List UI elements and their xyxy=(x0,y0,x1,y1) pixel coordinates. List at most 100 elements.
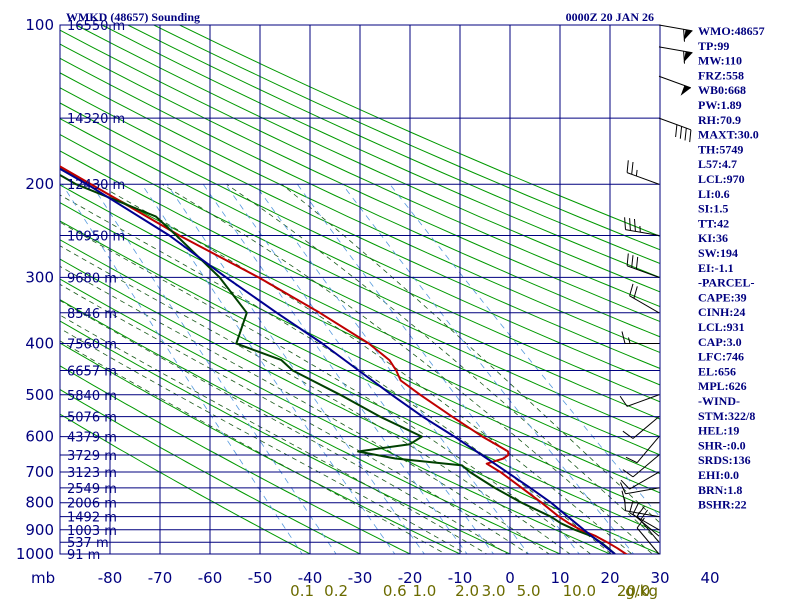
index-entry: SI:1.5 xyxy=(698,202,728,216)
wind-barb-staff xyxy=(625,510,660,518)
mixing-ratio-tick-label: 0.6 xyxy=(383,582,407,600)
index-entry: CAPE:39 xyxy=(698,290,747,304)
pressure-tick-label: 1000 xyxy=(16,545,54,563)
wind-barb-staff xyxy=(625,229,660,237)
wind-barb-staff xyxy=(626,394,660,407)
wind-barb-full xyxy=(636,517,645,529)
pressure-tick-label: 400 xyxy=(25,335,54,353)
wind-barb-staff xyxy=(636,527,660,555)
temperature-tick-label: -70 xyxy=(148,569,173,587)
index-entry: MW:110 xyxy=(698,54,742,68)
height-label: 4379 m xyxy=(67,431,117,446)
temperature-tick-label: -50 xyxy=(248,569,273,587)
index-entry: FRZ:558 xyxy=(698,68,744,82)
wind-barb-staff xyxy=(632,513,660,537)
temperature-tick-label: 10 xyxy=(550,569,569,587)
dry-adiabat xyxy=(60,134,660,420)
wind-barb xyxy=(626,253,660,278)
height-label: 9680 m xyxy=(67,271,117,286)
moist-adiabat xyxy=(97,183,633,554)
wind-barb-full xyxy=(631,255,634,268)
mixing-ratio-line xyxy=(166,183,425,554)
temperature-tick-label: 0 xyxy=(505,569,515,587)
wind-barb-full xyxy=(626,253,629,266)
index-entry: SRDS:136 xyxy=(698,453,751,467)
index-entry: TT:42 xyxy=(698,216,729,230)
dry-adiabat xyxy=(153,25,660,251)
height-label: 91 m xyxy=(67,548,100,563)
wind-barbs xyxy=(619,24,693,555)
moist-adiabat xyxy=(60,314,488,554)
wind-barb xyxy=(636,517,660,555)
wind-barb xyxy=(625,436,660,464)
moist-adiabat xyxy=(60,245,571,554)
wind-barb-staff xyxy=(629,512,660,531)
index-entry: KI:36 xyxy=(698,231,728,245)
dry-adiabat xyxy=(60,299,562,554)
wind-barb-full xyxy=(683,29,685,42)
pressure-tick-label: 700 xyxy=(25,463,54,481)
wind-barb-full xyxy=(633,286,638,299)
wind-barb-full xyxy=(629,218,631,231)
moist-adiabat xyxy=(161,183,654,554)
wind-barb-full xyxy=(679,126,683,139)
wind-barb-full xyxy=(622,469,634,478)
wind-barb-half xyxy=(628,337,631,344)
mixing-ratio-tick-label: 5.0 xyxy=(517,582,541,600)
index-entry: SW:194 xyxy=(698,246,738,260)
mixing-ratio-line xyxy=(202,183,468,554)
dry-adiabat xyxy=(60,220,660,514)
index-entry: CAP:3.0 xyxy=(698,335,742,349)
dry-adiabat xyxy=(101,25,660,279)
dry-adiabat xyxy=(127,25,660,265)
height-label: 10950 m xyxy=(67,230,125,245)
index-entry: BSHR:22 xyxy=(698,498,747,512)
mixing-ratio-line xyxy=(389,183,660,518)
mixing-ratio-tick-label: 0.2 xyxy=(324,582,348,600)
wind-barb xyxy=(658,46,693,64)
index-entry: BRN:1.8 xyxy=(698,483,742,497)
wind-barb-full xyxy=(624,217,626,230)
mixing-ratio-line xyxy=(141,183,396,554)
pressure-tick-label: 800 xyxy=(25,494,54,512)
temperature-tick-label: -80 xyxy=(98,569,123,587)
wind-barb-staff xyxy=(625,487,660,495)
wind-barb-staff xyxy=(658,46,693,54)
dry-adiabat xyxy=(60,150,660,438)
wind-barb-full xyxy=(675,124,678,138)
height-label: 1492 m xyxy=(67,511,117,526)
dry-adiabat xyxy=(60,72,660,354)
wind-barb xyxy=(629,283,660,314)
dry-adiabat xyxy=(60,388,362,554)
height-label: 3729 m xyxy=(67,449,117,464)
wind-barb-full xyxy=(635,256,639,270)
wind-barb-full xyxy=(621,490,626,503)
mixing-ratio-line xyxy=(61,183,303,554)
wind-barb-full xyxy=(620,482,626,495)
profile-series xyxy=(60,165,629,554)
index-entry: -PARCEL- xyxy=(698,276,754,290)
wind-barb-full xyxy=(683,51,685,64)
mixing-ratio-axis: 0.1 0.2 0.6 1.0 2.0 3.0 5.0 10.0 20.0g/kg xyxy=(290,582,658,600)
pressure-axis: 100 200 300 400 500 600 700 800 900 1000 xyxy=(16,16,54,563)
height-label: 1003 m xyxy=(67,524,117,539)
series-temperature-line xyxy=(60,165,629,554)
station-title: WMKD (48657) Sounding xyxy=(66,10,200,24)
valid-time: 0000Z 20 JAN 26 xyxy=(566,10,654,24)
wind-barb-full xyxy=(622,430,634,439)
wind-barb-full xyxy=(629,283,634,296)
dry-adiabat xyxy=(60,365,412,554)
temperature-tick-label: -10 xyxy=(448,569,473,587)
index-entry: LI:0.6 xyxy=(698,187,730,201)
height-label: 14320 m xyxy=(67,112,125,127)
wind-barb-full xyxy=(631,161,634,175)
dry-adiabat xyxy=(60,202,660,494)
wind-barb-staff xyxy=(632,416,660,439)
mixing-ratio-line xyxy=(341,183,635,554)
moist-adiabat xyxy=(60,283,530,554)
wind-barb-flag xyxy=(683,51,693,63)
moist-adiabats xyxy=(60,183,660,554)
height-label: 7560 m xyxy=(67,338,117,353)
mixing-ratio-tick-label: 20.0 xyxy=(617,582,650,600)
height-label: 537 m xyxy=(67,536,109,551)
